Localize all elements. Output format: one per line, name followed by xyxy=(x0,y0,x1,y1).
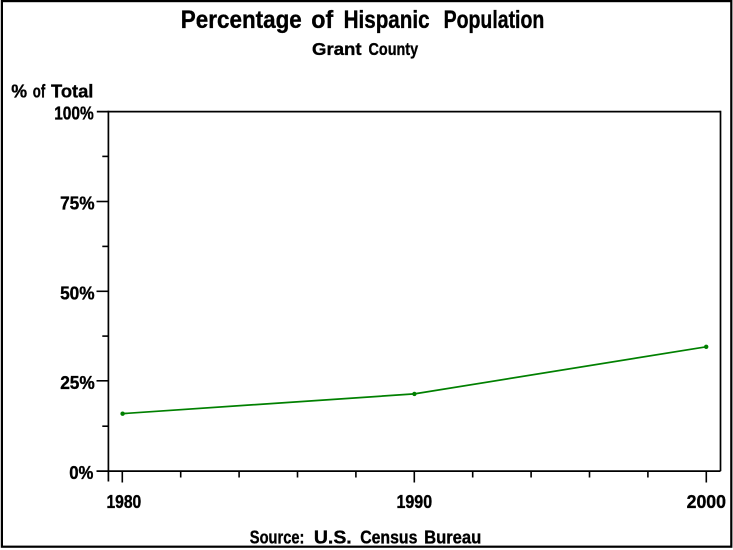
svg-text:1990: 1990 xyxy=(397,491,433,512)
svg-text:Total: Total xyxy=(51,82,93,102)
svg-text:Census: Census xyxy=(360,527,417,547)
svg-text:25%: 25% xyxy=(60,372,95,393)
svg-text:%: % xyxy=(11,82,27,102)
svg-text:of: of xyxy=(311,7,334,34)
svg-text:County: County xyxy=(369,39,419,59)
svg-text:50%: 50% xyxy=(60,282,95,303)
svg-text:1980: 1980 xyxy=(106,491,141,512)
svg-text:Bureau: Bureau xyxy=(424,527,481,547)
svg-text:Grant: Grant xyxy=(312,39,362,59)
svg-text:2000: 2000 xyxy=(687,491,726,512)
svg-text:Hispanic: Hispanic xyxy=(344,7,430,34)
svg-text:Source:: Source: xyxy=(250,527,305,547)
svg-text:Percentage: Percentage xyxy=(181,7,302,34)
svg-text:of: of xyxy=(33,82,46,102)
svg-text:Population: Population xyxy=(444,7,545,34)
svg-text:0%: 0% xyxy=(69,462,93,483)
svg-text:100%: 100% xyxy=(54,103,94,124)
svg-text:75%: 75% xyxy=(60,193,95,214)
svg-text:U.S.: U.S. xyxy=(314,527,352,547)
